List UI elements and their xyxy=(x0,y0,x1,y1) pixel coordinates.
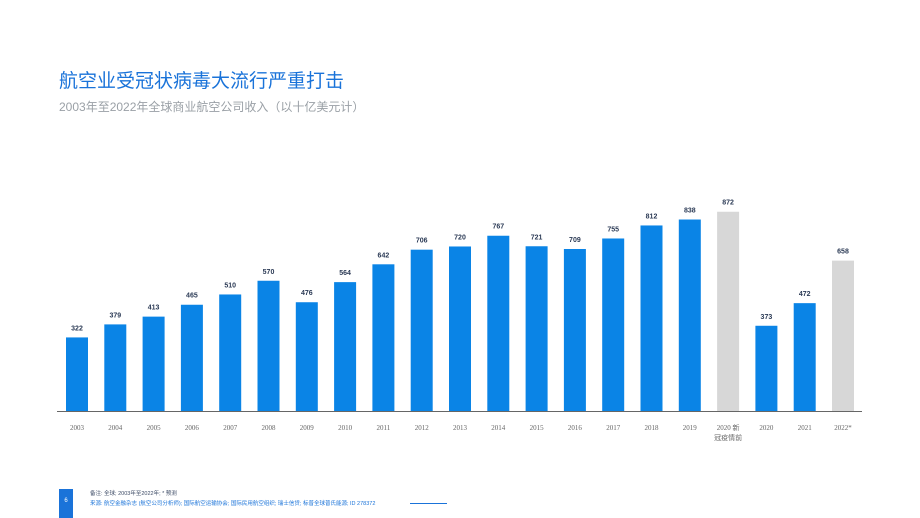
x-tick-label: 2011 xyxy=(377,424,391,432)
bar xyxy=(66,337,88,411)
data-label: 322 xyxy=(71,325,83,332)
x-tick-label: 2015 xyxy=(530,424,545,432)
bar xyxy=(142,316,165,411)
bar xyxy=(372,264,395,411)
source-link-underline xyxy=(410,503,447,504)
data-label: 570 xyxy=(263,269,275,276)
x-tick-label: 2006 xyxy=(185,424,200,432)
bar xyxy=(832,260,854,411)
data-label: 706 xyxy=(416,238,428,245)
x-tick-label: 2018 xyxy=(645,424,660,432)
data-label: 413 xyxy=(148,305,160,312)
data-label: 709 xyxy=(569,237,581,244)
data-label: 721 xyxy=(531,234,543,241)
footnote-source: 来源: 航空金融杂志 (航空公司分析师); 国际航空运输协会; 国际民用航空组织… xyxy=(90,501,376,507)
x-tick-label: 2014 xyxy=(491,424,506,432)
bar xyxy=(678,219,701,411)
data-label: 872 xyxy=(722,200,734,207)
data-label: 767 xyxy=(492,224,504,231)
bar xyxy=(793,303,816,411)
chart-title: 航空业受冠状病毒大流行严重打击 xyxy=(59,71,345,92)
bar xyxy=(257,280,280,411)
bar xyxy=(525,246,548,411)
bar xyxy=(334,282,357,411)
x-tick-label: 2013 xyxy=(453,424,468,432)
data-label: 755 xyxy=(607,226,619,233)
data-label: 472 xyxy=(799,291,811,298)
x-tick-label: 2008 xyxy=(262,424,277,432)
x-tick-label: 2019 xyxy=(683,424,698,432)
bar xyxy=(104,324,127,411)
footnote-note: 备注: 全球; 2003年至2022年; * 预测 xyxy=(90,491,177,497)
bar xyxy=(180,304,203,411)
x-tick-label: 2020 xyxy=(759,424,774,432)
data-label: 564 xyxy=(339,270,351,277)
data-label: 379 xyxy=(109,312,121,319)
data-label: 812 xyxy=(646,213,658,220)
x-tick-label: 2012 xyxy=(415,424,430,432)
bar xyxy=(295,302,318,411)
x-tick-label: 2017 xyxy=(606,424,621,432)
x-tick-label: 2021 xyxy=(798,424,813,432)
data-label: 373 xyxy=(761,314,773,321)
x-tick-label: 2016 xyxy=(568,424,583,432)
bar xyxy=(487,235,510,411)
data-label: 658 xyxy=(837,249,849,256)
x-tick-label: 2004 xyxy=(108,424,123,432)
bar xyxy=(219,294,242,411)
x-tick-label: 2005 xyxy=(147,424,162,432)
data-label: 720 xyxy=(454,234,466,241)
bar xyxy=(602,238,625,411)
x-tick-label: 2003 xyxy=(70,424,85,432)
footnotes: 备注: 全球; 2003年至2022年; * 预测 来源: 航空金融杂志 (航空… xyxy=(90,489,375,509)
chart-subtitle: 2003年至2022年全球商业航空公司收入（以十亿美元计） xyxy=(59,100,365,114)
bar xyxy=(755,325,778,411)
data-label: 642 xyxy=(378,252,390,259)
bar xyxy=(449,246,471,411)
x-tick-label: 2020 新 xyxy=(717,423,740,432)
bar xyxy=(563,248,586,411)
x-tick-label: 2022* xyxy=(834,424,852,432)
x-tick-label: 2010 xyxy=(338,424,353,432)
bar xyxy=(640,225,663,411)
x-tick-label: 2007 xyxy=(223,424,238,432)
page-number: 6 xyxy=(59,489,73,518)
data-label: 510 xyxy=(224,282,236,289)
x-tick-label: 冠疫情前 xyxy=(714,433,742,442)
bar xyxy=(717,211,740,411)
x-tick-label: 2009 xyxy=(300,424,315,432)
data-label: 838 xyxy=(684,208,696,215)
data-label: 465 xyxy=(186,293,198,300)
bar xyxy=(410,249,433,411)
data-label: 476 xyxy=(301,290,313,297)
